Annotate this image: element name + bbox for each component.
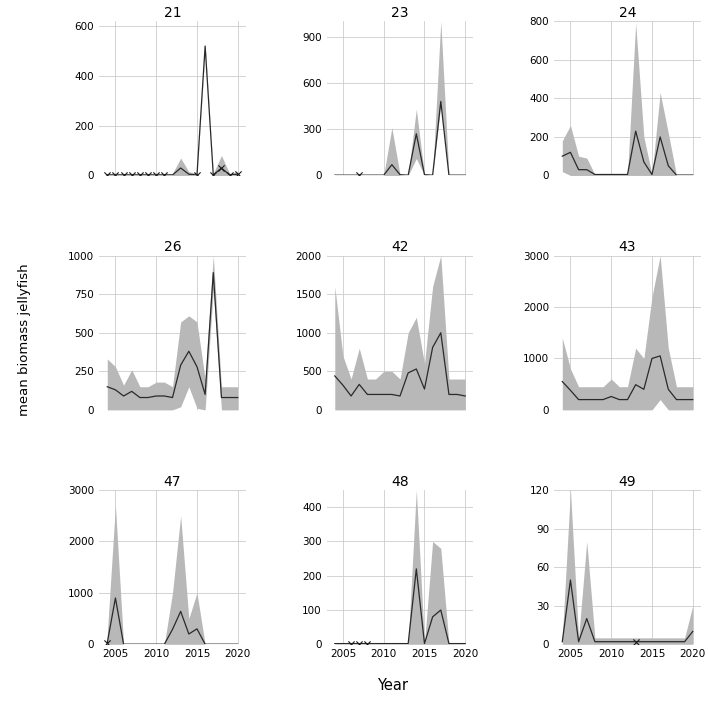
Point <box>102 637 113 649</box>
Point <box>353 169 365 181</box>
Title: 26: 26 <box>164 241 181 254</box>
Title: 24: 24 <box>619 6 636 20</box>
Title: 43: 43 <box>619 241 636 254</box>
Point <box>224 169 235 181</box>
Point <box>346 638 357 649</box>
Title: 23: 23 <box>392 6 409 20</box>
Point <box>102 169 113 181</box>
Point <box>159 169 170 181</box>
Text: Year: Year <box>377 678 409 693</box>
Point <box>151 169 162 181</box>
Point <box>362 638 373 649</box>
Point <box>110 169 121 181</box>
Title: 47: 47 <box>164 475 181 489</box>
Text: mean biomass jellyfish: mean biomass jellyfish <box>18 263 30 416</box>
Title: 21: 21 <box>164 6 181 20</box>
Point <box>232 169 244 180</box>
Point <box>135 169 146 181</box>
Point <box>191 169 202 181</box>
Point <box>142 169 154 181</box>
Point <box>126 169 137 181</box>
Point <box>118 169 130 181</box>
Point <box>353 638 365 649</box>
Point <box>630 636 641 647</box>
Title: 42: 42 <box>392 241 409 254</box>
Point <box>216 162 227 173</box>
Title: 49: 49 <box>619 475 636 489</box>
Point <box>207 169 219 181</box>
Title: 48: 48 <box>392 475 409 489</box>
